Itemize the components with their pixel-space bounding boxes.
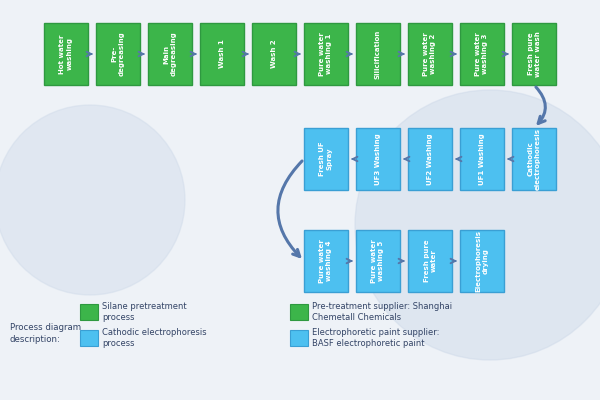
Text: Fresh pure
water: Fresh pure water xyxy=(424,240,437,282)
FancyBboxPatch shape xyxy=(80,304,98,320)
FancyBboxPatch shape xyxy=(356,230,400,292)
FancyBboxPatch shape xyxy=(290,304,308,320)
FancyBboxPatch shape xyxy=(304,128,348,190)
Circle shape xyxy=(0,105,185,295)
Text: Pure water
washing 5: Pure water washing 5 xyxy=(371,239,385,283)
FancyBboxPatch shape xyxy=(44,23,88,85)
FancyBboxPatch shape xyxy=(408,128,452,190)
FancyBboxPatch shape xyxy=(252,23,296,85)
Text: Pure water
washing 1: Pure water washing 1 xyxy=(320,32,332,76)
FancyBboxPatch shape xyxy=(304,23,348,85)
Text: Cathodic electrophoresis
process: Cathodic electrophoresis process xyxy=(102,328,206,348)
Text: Cathodic
electrophoresis: Cathodic electrophoresis xyxy=(527,128,541,190)
FancyBboxPatch shape xyxy=(512,128,556,190)
Text: Fresh UF
Spray: Fresh UF Spray xyxy=(320,142,332,176)
Text: Silicification: Silicification xyxy=(375,29,381,79)
FancyBboxPatch shape xyxy=(304,230,348,292)
Text: Electrophoresis
drying: Electrophoresis drying xyxy=(476,230,488,292)
FancyBboxPatch shape xyxy=(96,23,140,85)
FancyBboxPatch shape xyxy=(460,230,504,292)
Text: Main
degreasing: Main degreasing xyxy=(163,32,176,76)
FancyBboxPatch shape xyxy=(356,23,400,85)
FancyBboxPatch shape xyxy=(80,330,98,346)
Text: Silane pretreatment
process: Silane pretreatment process xyxy=(102,302,187,322)
FancyBboxPatch shape xyxy=(512,23,556,85)
Text: Pure water
washing 3: Pure water washing 3 xyxy=(476,32,488,76)
FancyBboxPatch shape xyxy=(356,128,400,190)
Text: Process diagram
description:: Process diagram description: xyxy=(10,323,81,344)
FancyBboxPatch shape xyxy=(408,230,452,292)
Text: Pure water
washing 2: Pure water washing 2 xyxy=(424,32,437,76)
Text: Fresh pure
water wash: Fresh pure water wash xyxy=(527,31,541,77)
Text: UF1 Washing: UF1 Washing xyxy=(479,133,485,185)
FancyBboxPatch shape xyxy=(290,330,308,346)
FancyBboxPatch shape xyxy=(460,128,504,190)
Text: Electrophoretic paint supplier:
BASF electrophoretic paint: Electrophoretic paint supplier: BASF ele… xyxy=(312,328,439,348)
FancyBboxPatch shape xyxy=(408,23,452,85)
FancyBboxPatch shape xyxy=(460,23,504,85)
Text: UF3 Washing: UF3 Washing xyxy=(375,133,381,185)
FancyBboxPatch shape xyxy=(200,23,244,85)
Text: Pre-treatment supplier: Shanghai
Chemetall Chemicals: Pre-treatment supplier: Shanghai Chemeta… xyxy=(312,302,452,322)
Text: UF2 Washing: UF2 Washing xyxy=(427,133,433,185)
FancyBboxPatch shape xyxy=(148,23,192,85)
Text: Wash 2: Wash 2 xyxy=(271,40,277,68)
Text: Pure water
washing 4: Pure water washing 4 xyxy=(320,239,332,283)
Text: Hot water
washing: Hot water washing xyxy=(59,34,73,74)
Text: Pre-
degreasing: Pre- degreasing xyxy=(112,32,125,76)
Circle shape xyxy=(355,90,600,360)
Text: Wash 1: Wash 1 xyxy=(219,40,225,68)
